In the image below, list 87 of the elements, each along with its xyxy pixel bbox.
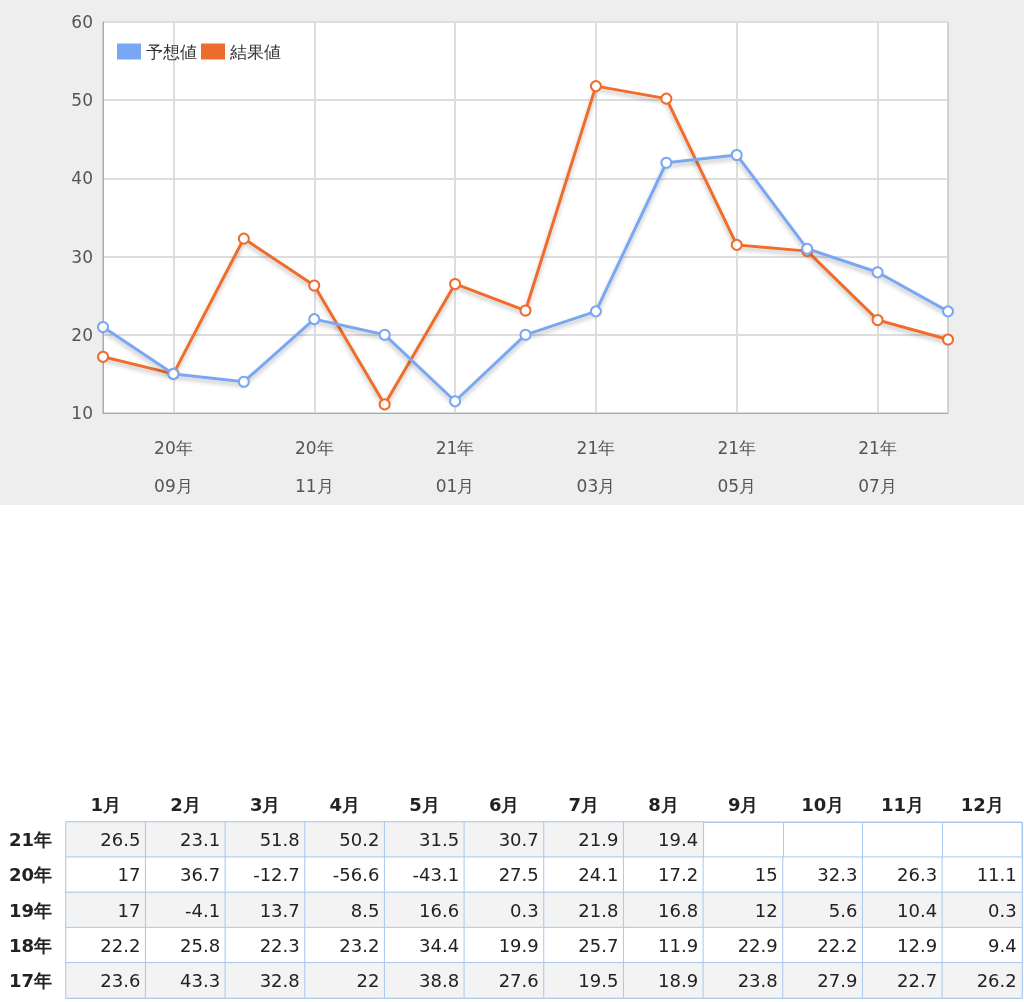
data-label: 21.9 <box>578 829 619 851</box>
legend-label: 予想値 <box>146 41 197 62</box>
data-label: 25.8 <box>180 934 221 956</box>
data-label: 26.5 <box>100 829 141 851</box>
data-label: 32.8 <box>259 969 300 991</box>
x-tick-label: 10月 <box>801 793 845 815</box>
x-tick-label: 11月 <box>880 793 925 815</box>
data-label: 12.9 <box>897 934 938 956</box>
data-label: 12 <box>754 899 778 921</box>
data-label: 23.1 <box>180 829 221 851</box>
x-tick-label: 2月 <box>170 793 201 815</box>
data-label: 11.1 <box>976 864 1017 886</box>
data-label: 27.6 <box>498 969 539 991</box>
data-label: 16.8 <box>658 899 699 921</box>
data-label: 17 <box>117 899 141 921</box>
data-label: 0.3 <box>510 899 539 921</box>
data-label: 34.4 <box>419 934 460 956</box>
data-label: 10.4 <box>897 899 938 921</box>
data-label: 19.9 <box>498 934 539 956</box>
data-label: 27.5 <box>498 864 539 886</box>
data-label: 17.2 <box>658 864 699 886</box>
data-label: 21.8 <box>578 899 619 921</box>
y-tick-label: 60 <box>71 12 93 32</box>
data-label: 22.7 <box>897 969 938 991</box>
data-label: 17 <box>117 864 141 886</box>
data-label: 26.2 <box>976 969 1017 991</box>
y-tick-label: 50 <box>71 90 93 111</box>
y-tick-label: 21年 <box>8 829 52 851</box>
data-label: 50.2 <box>339 829 380 851</box>
data-label: 51.8 <box>259 829 300 851</box>
data-label: 24.1 <box>578 864 619 886</box>
data-label: 31.5 <box>419 829 460 851</box>
data-label: 38.8 <box>419 969 460 991</box>
x-tick-label: 1月 <box>90 793 122 815</box>
x-tick-label: 21年 05月 <box>717 438 757 496</box>
data-label: 23.2 <box>339 934 380 956</box>
data-label: -12.7 <box>253 864 300 886</box>
data-label: 11.9 <box>658 934 699 956</box>
y-tick-label: 20年 <box>8 864 52 886</box>
x-tick-label: 7月 <box>568 793 600 815</box>
data-label: -4.1 <box>184 899 221 921</box>
data-label: 8.5 <box>350 899 380 921</box>
data-label: 15 <box>754 864 778 886</box>
data-label: 22.3 <box>259 934 300 956</box>
data-label: 36.7 <box>180 864 221 886</box>
data-label: -43.1 <box>412 864 460 886</box>
data-label: 18.9 <box>658 969 699 991</box>
data-label: 9.4 <box>988 934 1017 956</box>
data-label: 43.3 <box>180 969 221 991</box>
x-tick-label: 21年 03月 <box>576 438 616 496</box>
y-tick-label: 19年 <box>8 899 52 921</box>
x-tick-label: 9月 <box>727 793 759 815</box>
y-tick-label: 20 <box>71 324 93 345</box>
x-tick-label: 21年 01月 <box>435 438 475 496</box>
x-tick-label: 6月 <box>488 793 520 815</box>
x-tick-label: 5月 <box>409 793 440 815</box>
data-label: 23.8 <box>737 969 778 991</box>
data-label: 32.3 <box>817 864 858 886</box>
data-label: 16.6 <box>419 899 460 921</box>
x-tick-label: 4月 <box>329 793 361 815</box>
data-label: 13.7 <box>259 899 300 921</box>
data-label: 25.7 <box>578 934 619 956</box>
data-label: 27.9 <box>817 969 858 991</box>
data-label: 0.3 <box>988 899 1017 921</box>
y-tick-label: 18年 <box>8 934 52 956</box>
data-label: 30.7 <box>498 829 539 851</box>
data-label: 19.5 <box>578 969 619 991</box>
x-tick-label: 20年 11月 <box>294 438 334 496</box>
x-tick-label: 21年 07月 <box>858 438 897 496</box>
x-tick-label: 3月 <box>249 793 281 815</box>
data-label: 22.9 <box>737 934 778 956</box>
y-tick-label: 17年 <box>8 969 52 991</box>
data-label: 22 <box>356 969 380 991</box>
x-tick-label: 20年 09月 <box>154 438 193 496</box>
x-tick-label: 12月 <box>960 793 1004 815</box>
data-label: 5.6 <box>828 899 858 921</box>
y-tick-label: 30 <box>71 246 93 267</box>
legend-label: 結果値 <box>229 41 281 62</box>
data-label: 22.2 <box>817 934 858 956</box>
data-label: 22.2 <box>100 934 141 956</box>
data-label: -56.6 <box>332 864 380 886</box>
y-tick-label: 10 <box>71 403 93 423</box>
x-tick-label: 8月 <box>648 793 679 815</box>
data-label: 26.3 <box>897 864 938 886</box>
y-tick-label: 40 <box>71 168 93 189</box>
data-label: 19.4 <box>658 829 699 851</box>
data-label: 23.6 <box>100 969 141 991</box>
